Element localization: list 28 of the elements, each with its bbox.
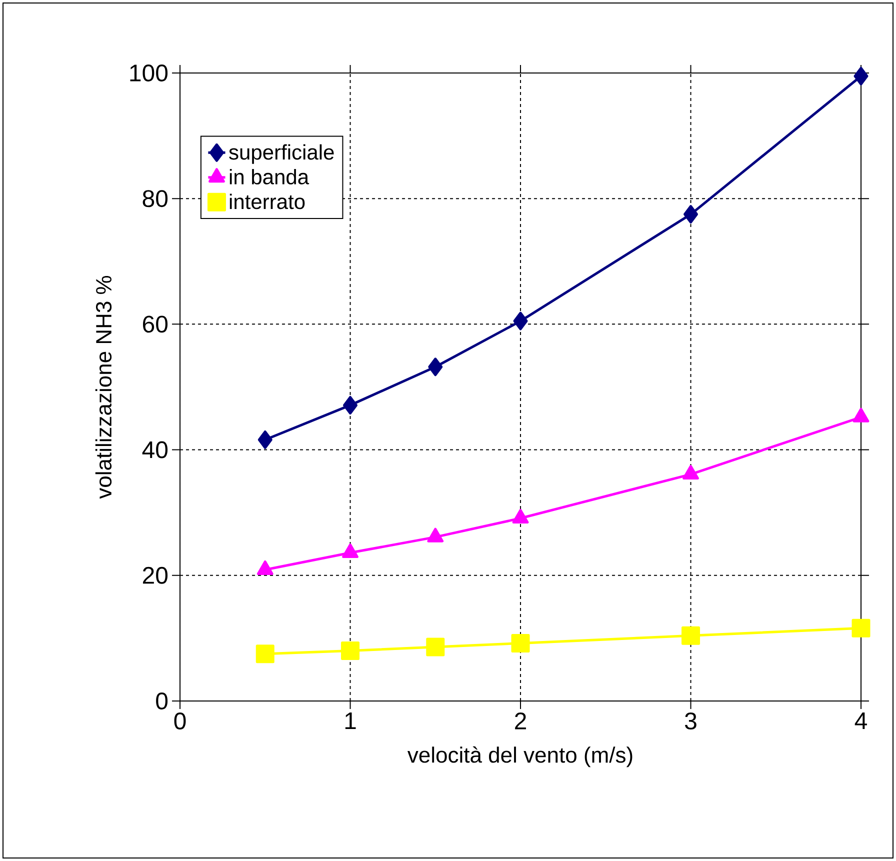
x-tick-label: 3	[684, 712, 696, 730]
y-tick-label: 100	[130, 64, 168, 82]
x-tick-label: 0	[174, 712, 186, 730]
legend-label: superficiale	[229, 144, 334, 164]
x-tick-label: 1	[345, 712, 356, 730]
point	[256, 644, 274, 664]
point	[511, 634, 530, 652]
y-tick-label: 60	[143, 316, 168, 333]
point	[684, 205, 698, 224]
x-tick-label: 4	[854, 712, 867, 730]
legend-label: in banda	[230, 169, 310, 184]
point	[341, 642, 360, 660]
point	[682, 626, 700, 645]
point	[258, 430, 272, 449]
x-axis-title: velocità del vento (m/s)	[407, 746, 632, 768]
point	[343, 396, 358, 414]
point	[852, 618, 870, 638]
point	[513, 312, 528, 330]
point	[426, 638, 445, 656]
y-tick-label: 0	[156, 692, 168, 710]
y-axis-title: volatilizzazione NH3 %	[95, 276, 112, 499]
y-tick-label: 40	[142, 441, 168, 458]
legend-label: interrato	[230, 194, 305, 210]
y-tick-label: 20	[142, 566, 168, 584]
point	[428, 358, 443, 376]
x-tick-label: 2	[515, 712, 526, 730]
point	[854, 66, 868, 86]
y-tick-label: 80	[142, 190, 168, 208]
